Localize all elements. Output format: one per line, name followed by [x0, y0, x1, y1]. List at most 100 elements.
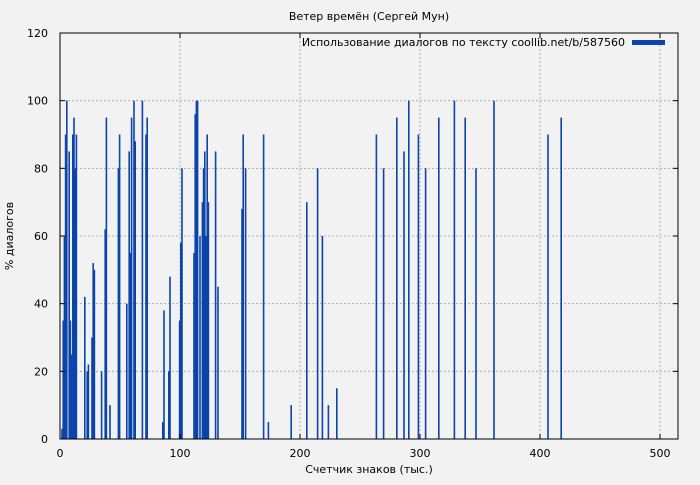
ticks: 0 20 40 60 80 100 120 0 100 200 300 400 500 — [27, 27, 678, 460]
bar — [73, 117, 75, 439]
bar — [130, 117, 133, 439]
bar — [86, 371, 88, 439]
legend-swatch — [632, 40, 665, 45]
bar — [201, 202, 204, 439]
bar — [475, 168, 477, 440]
bar — [169, 276, 171, 439]
bar — [327, 405, 330, 439]
bar — [68, 151, 70, 439]
legend: Использование диалогов по тексту coollib… — [302, 36, 665, 49]
bar — [202, 168, 205, 440]
bar — [306, 202, 308, 439]
bar — [162, 422, 164, 439]
bar — [206, 134, 208, 439]
bar — [91, 337, 93, 439]
chart-title: Ветер времён (Сергей Мун) — [289, 10, 449, 23]
legend-label: Использование диалогов по тексту coollib… — [302, 36, 625, 49]
bar — [199, 236, 201, 439]
x-tick-label: 200 — [290, 447, 311, 460]
bar — [241, 208, 243, 439]
y-tick-label: 120 — [27, 27, 48, 40]
bar — [141, 100, 144, 440]
y-tick-label: 0 — [41, 433, 48, 446]
bar — [61, 428, 63, 439]
bar — [207, 202, 210, 439]
bar — [560, 117, 562, 439]
bar — [438, 117, 440, 439]
y-tick-label: 60 — [34, 230, 48, 243]
x-tick-label: 0 — [57, 447, 64, 460]
y-tick-label: 80 — [34, 162, 48, 175]
bar — [205, 236, 207, 439]
bar — [105, 117, 108, 439]
bar — [493, 100, 495, 440]
bar — [93, 269, 96, 439]
bar — [133, 100, 135, 440]
bar — [84, 296, 86, 439]
bar — [316, 168, 319, 440]
bar — [267, 422, 270, 439]
x-tick-label: 500 — [650, 447, 671, 460]
grid — [60, 33, 678, 439]
y-tick-label: 20 — [34, 365, 48, 378]
bar — [424, 168, 427, 440]
bar — [92, 263, 94, 439]
bar — [178, 320, 181, 439]
bar — [75, 134, 78, 439]
bar — [214, 151, 217, 439]
bar — [64, 134, 67, 439]
x-tick-label: 400 — [530, 447, 551, 460]
bar — [375, 134, 378, 439]
bar — [196, 100, 199, 440]
bar — [104, 229, 106, 439]
x-tick-label: 300 — [410, 447, 431, 460]
bar — [100, 371, 103, 439]
bar — [180, 242, 182, 439]
bar — [168, 371, 170, 439]
bar — [195, 100, 198, 440]
bar — [217, 286, 219, 439]
bar — [396, 117, 398, 439]
bar — [74, 168, 76, 440]
bar — [244, 168, 247, 440]
y-tick-label: 40 — [34, 298, 48, 311]
bar — [118, 134, 121, 439]
bar — [134, 141, 136, 439]
bar — [242, 134, 244, 439]
bar — [193, 252, 195, 439]
x-tick-label: 100 — [170, 447, 191, 460]
bar — [403, 151, 405, 439]
bar — [547, 134, 549, 439]
bar — [163, 310, 165, 439]
bar — [453, 100, 456, 440]
bar — [109, 405, 111, 439]
bar — [87, 364, 90, 439]
bar — [62, 320, 64, 439]
bar — [408, 100, 410, 440]
bar — [128, 151, 130, 439]
bar — [117, 168, 120, 440]
bar — [69, 320, 72, 439]
bar — [262, 134, 265, 439]
bar — [321, 236, 324, 439]
bar — [417, 134, 420, 439]
bar — [464, 117, 466, 439]
bar — [66, 100, 68, 440]
y-axis-label: % диалогов — [3, 202, 16, 270]
x-axis-label: Счетчик знаков (тыс.) — [305, 463, 433, 476]
bar — [63, 236, 66, 439]
bar — [204, 151, 206, 439]
bar — [70, 354, 73, 439]
y-tick-label: 100 — [27, 95, 48, 108]
bar — [194, 114, 196, 439]
bar — [382, 168, 385, 440]
bar — [336, 388, 338, 439]
bar — [126, 303, 128, 439]
bars — [61, 100, 562, 440]
bar — [290, 405, 292, 439]
bar — [146, 117, 148, 439]
bar — [72, 134, 74, 439]
bar — [145, 134, 147, 439]
